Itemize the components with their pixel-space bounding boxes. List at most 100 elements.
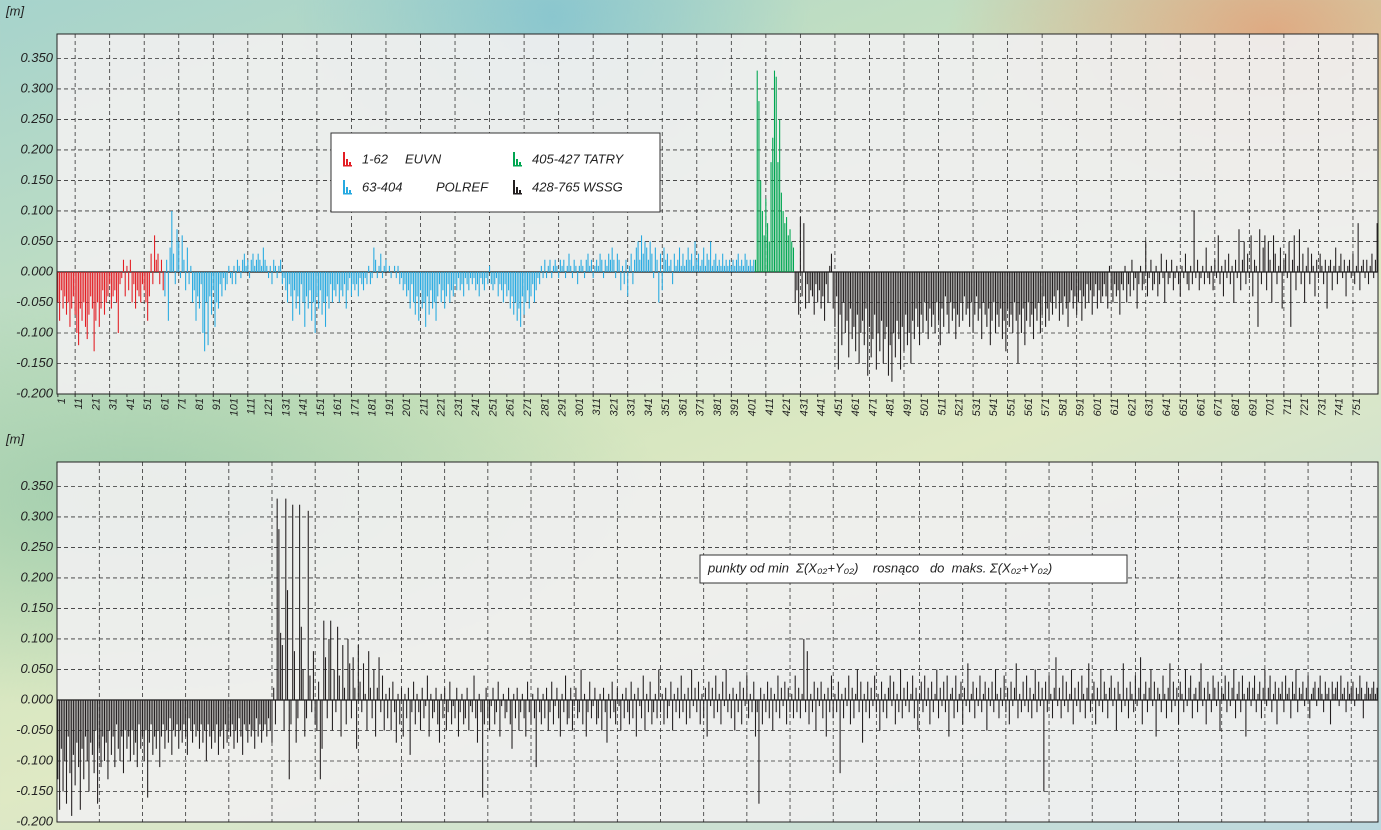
bar: [541, 266, 542, 272]
bar: [1138, 688, 1139, 700]
bar: [720, 266, 721, 272]
bar: [282, 272, 283, 284]
bar: [385, 694, 386, 700]
bar: [1327, 272, 1328, 309]
bar: [1335, 688, 1336, 700]
bar: [867, 272, 868, 376]
bar: [473, 272, 474, 278]
bar: [886, 700, 887, 718]
bar: [59, 272, 60, 321]
bar: [1105, 272, 1106, 296]
bar: [826, 700, 827, 737]
bar: [220, 700, 221, 737]
x-tick-label: 281: [539, 398, 551, 417]
bar: [979, 272, 980, 309]
bar: [1135, 676, 1136, 700]
bar: [1282, 272, 1283, 309]
bar: [278, 529, 279, 700]
bar: [555, 260, 556, 272]
bar: [1069, 694, 1070, 700]
bar: [1245, 272, 1246, 284]
legend-box: [331, 133, 660, 212]
bar: [586, 700, 587, 737]
bar: [777, 162, 778, 272]
x-tick-label: 461: [850, 398, 862, 416]
bar: [976, 272, 977, 296]
bar: [570, 688, 571, 700]
bar: [1321, 694, 1322, 700]
bar: [764, 235, 765, 272]
bar: [1047, 700, 1048, 712]
bar: [881, 682, 882, 700]
bar: [594, 266, 595, 272]
bar: [729, 260, 730, 272]
bar: [63, 272, 64, 309]
bar: [1180, 272, 1181, 296]
bar: [1332, 272, 1333, 290]
bar: [1061, 700, 1062, 718]
bar: [517, 272, 518, 321]
bar: [945, 272, 946, 296]
bar: [427, 676, 428, 700]
bar: [1154, 272, 1155, 284]
bar: [1304, 700, 1305, 706]
bar: [251, 260, 252, 272]
bar: [1093, 272, 1094, 296]
bar: [76, 700, 77, 743]
bar: [404, 694, 405, 700]
bar: [299, 505, 300, 700]
bar: [1283, 260, 1284, 272]
bar: [524, 272, 525, 315]
bar: [1147, 272, 1148, 296]
bar: [1359, 676, 1360, 700]
bar: [1207, 272, 1208, 278]
bar: [372, 272, 373, 278]
bar: [1145, 241, 1146, 272]
bar: [696, 700, 697, 712]
bar: [280, 260, 281, 272]
bar: [306, 272, 307, 296]
bar: [1119, 694, 1120, 700]
bar: [1035, 669, 1036, 700]
bar: [415, 272, 416, 315]
bar: [1168, 688, 1169, 700]
bar: [199, 272, 200, 309]
bar: [836, 272, 837, 296]
bar: [303, 272, 304, 303]
bar: [795, 676, 796, 700]
y-tick-label: -0.050: [16, 722, 54, 737]
bar: [891, 272, 892, 382]
bar: [957, 272, 958, 315]
bar: [619, 260, 620, 272]
bar: [1256, 700, 1257, 712]
bar: [541, 700, 542, 724]
bar: [701, 260, 702, 272]
bar: [61, 272, 62, 290]
bar: [448, 272, 449, 284]
bar: [301, 272, 302, 284]
bar: [1109, 688, 1110, 700]
bar: [1190, 676, 1191, 700]
bar: [444, 688, 445, 700]
bar: [600, 254, 601, 272]
bar: [1017, 272, 1018, 364]
bar: [935, 694, 936, 700]
bar: [249, 700, 250, 724]
bar: [758, 101, 759, 272]
bar: [147, 700, 148, 798]
bar: [265, 700, 266, 724]
bar: [524, 700, 525, 718]
bar: [745, 700, 746, 706]
bar: [154, 700, 155, 737]
bar: [660, 700, 661, 712]
bar: [1071, 669, 1072, 700]
bar: [444, 272, 445, 309]
bar: [287, 590, 288, 700]
bar: [1162, 676, 1163, 700]
bar: [315, 700, 316, 724]
bar: [838, 272, 839, 370]
bar: [1011, 682, 1012, 700]
bar: [625, 260, 626, 272]
bar: [1102, 700, 1103, 712]
bar: [1223, 272, 1224, 296]
